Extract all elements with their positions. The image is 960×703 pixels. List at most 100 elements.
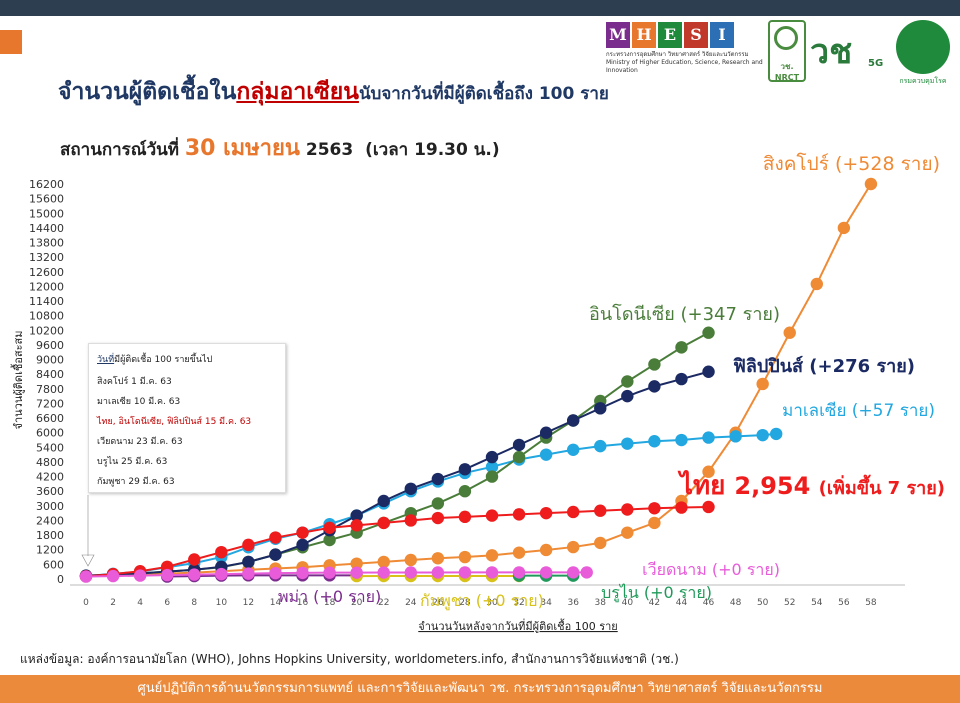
data-point <box>296 526 309 539</box>
data-point <box>512 508 526 521</box>
data-point <box>512 450 526 464</box>
data-point <box>580 566 593 579</box>
legend-row: กัมพูชา 29 มี.ค. 63 <box>97 477 175 487</box>
y-tick-label: 1800 <box>36 529 64 542</box>
x-tick-label: 40 <box>622 598 634 608</box>
data-point <box>458 485 472 498</box>
start-date-legend: วันที่มีผู้ติดเชื้อ 100 รายขึ้นไป สิงคโป… <box>88 343 286 493</box>
x-tick-label: 30 <box>486 598 498 608</box>
data-point <box>458 566 472 579</box>
data-point <box>242 555 255 569</box>
data-point <box>431 566 445 579</box>
x-tick-label: 38 <box>595 598 607 608</box>
vc-5g-label: 5G <box>868 58 884 69</box>
y-tick-label: 10800 <box>29 310 64 323</box>
x-tick-label: 10 <box>216 598 228 608</box>
data-point <box>756 377 769 391</box>
legend-row: มาเลเซีย 10 มี.ค. 63 <box>97 397 181 407</box>
y-tick-label: 11400 <box>29 295 64 308</box>
data-point <box>648 358 661 371</box>
legend-row: ไทย, อินโดนีเซีย, ฟิลิปปินส์ 15 มี.ค. 63 <box>97 417 252 427</box>
data-point <box>485 566 499 579</box>
x-tick-label: 4 <box>137 598 143 608</box>
legend-row: เวียดนาม 23 มี.ค. 63 <box>97 437 183 447</box>
data-point <box>458 510 472 524</box>
mhesi-logo: M H E S I <box>606 22 734 48</box>
legend-heading: วันที่มีผู้ติดเชื้อ 100 รายขึ้นไป <box>97 355 213 365</box>
data-point <box>783 326 796 339</box>
data-source: แหล่งข้อมูล: องค์การอนามัยโลก (WHO), Joh… <box>20 652 679 666</box>
y-tick-label: 2400 <box>36 514 64 527</box>
x-tick-label: 8 <box>191 598 197 608</box>
data-point <box>485 549 499 562</box>
data-point <box>404 514 417 527</box>
data-point <box>485 509 499 522</box>
data-point <box>431 497 445 510</box>
data-point <box>458 463 472 476</box>
thai-label-suffix: (เพิ่มขึ้น 7 ราย) <box>819 474 945 499</box>
data-point <box>350 557 363 570</box>
x-tick-label: 32 <box>513 598 524 608</box>
x-tick-label: 48 <box>730 598 742 608</box>
data-point <box>539 448 553 461</box>
series-label: บรูไน (+0 ราย) <box>601 583 712 603</box>
legend-row: สิงคโปร์ 1 มี.ค. 63 <box>97 377 172 387</box>
pointer-arrow-head <box>81 554 95 567</box>
y-tick-label: 6000 <box>36 427 64 440</box>
data-point <box>648 435 661 448</box>
data-point <box>594 439 607 453</box>
data-point <box>648 516 661 530</box>
y-tick-label: 15000 <box>29 207 64 220</box>
x-tick-label: 16 <box>297 598 309 608</box>
data-point <box>215 545 228 559</box>
data-point <box>702 465 715 478</box>
footer-banner: ศูนย์ปฏิบัติการด้านนวัตกรรมการแพทย์ และก… <box>0 675 960 703</box>
data-point <box>323 521 336 534</box>
y-tick-label: 7800 <box>36 383 64 396</box>
y-tick-label: 13800 <box>29 237 64 250</box>
y-tick-label: 600 <box>43 558 64 571</box>
series-label: อินโดนีเซีย (+347 ราย) <box>589 303 780 325</box>
data-point <box>377 494 390 508</box>
y-tick-label: 16200 <box>29 178 64 191</box>
y-tick-label: 0 <box>57 573 64 586</box>
y-tick-label: 8400 <box>36 368 64 381</box>
ddc-label: กรมควบคุมโรค <box>899 77 947 85</box>
vc-logo: วช <box>810 32 853 72</box>
data-point <box>269 548 282 561</box>
data-point <box>648 380 661 393</box>
data-point <box>756 428 769 442</box>
chart-subtitle: สถานการณ์วันที่ 30 เมษายน 2563 (เวลา 19.… <box>60 136 500 161</box>
data-point <box>296 566 309 580</box>
data-point <box>350 509 363 522</box>
series-label: สิงคโปร์ (+528 ราย) <box>763 152 940 175</box>
data-point <box>188 553 201 566</box>
data-point <box>512 566 526 579</box>
data-point <box>594 504 607 517</box>
data-point <box>567 443 580 456</box>
x-tick-label: 28 <box>459 598 471 608</box>
x-tick-label: 26 <box>432 598 444 608</box>
data-point <box>594 402 607 415</box>
data-point <box>702 500 715 514</box>
x-tick-label: 22 <box>378 598 389 608</box>
mhesi-letter: S <box>684 22 708 48</box>
data-point <box>323 566 336 579</box>
data-point <box>215 567 228 581</box>
x-tick-label: 36 <box>567 598 579 608</box>
data-point <box>431 472 445 486</box>
data-point <box>431 511 445 525</box>
y-tick-label: 9000 <box>36 354 64 367</box>
data-point <box>729 430 742 443</box>
data-point <box>133 569 147 582</box>
data-point <box>675 341 688 354</box>
data-point <box>242 538 255 552</box>
y-tick-label: 12000 <box>29 280 64 293</box>
top-bar <box>0 0 960 16</box>
series-label: ไทย 2,954 (เพิ่มขึ้น 7 ราย) <box>677 469 945 501</box>
x-tick-label: 0 <box>83 598 89 608</box>
data-point <box>512 438 526 452</box>
legend-row: บรูไน 25 มี.ค. 63 <box>97 457 168 467</box>
data-point <box>485 470 499 483</box>
